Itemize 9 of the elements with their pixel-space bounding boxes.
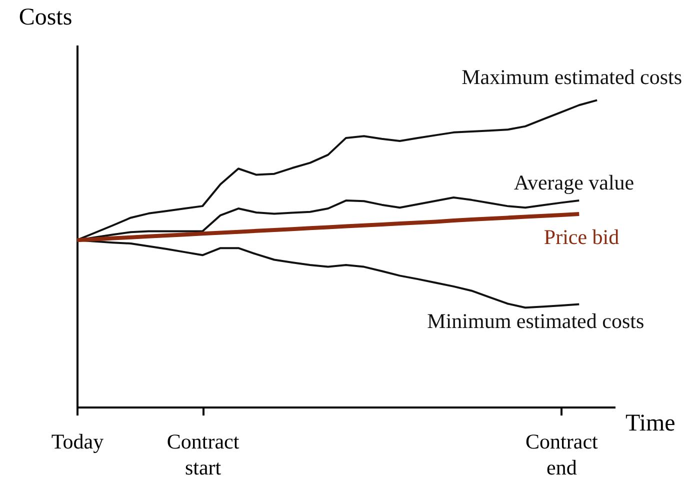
x-axis-title: Time xyxy=(626,410,676,436)
x-tick-label: Today xyxy=(51,430,104,454)
series-label: Average value xyxy=(514,170,634,195)
y-axis-title: Costs xyxy=(18,4,72,30)
x-tick-label: Contract end xyxy=(526,430,598,480)
series-label: Price bid xyxy=(544,225,620,250)
series-label: Minimum estimated costs xyxy=(427,309,644,334)
x-tick-label: Contract start xyxy=(166,430,240,480)
series-label: Maximum estimated costs xyxy=(462,65,682,90)
